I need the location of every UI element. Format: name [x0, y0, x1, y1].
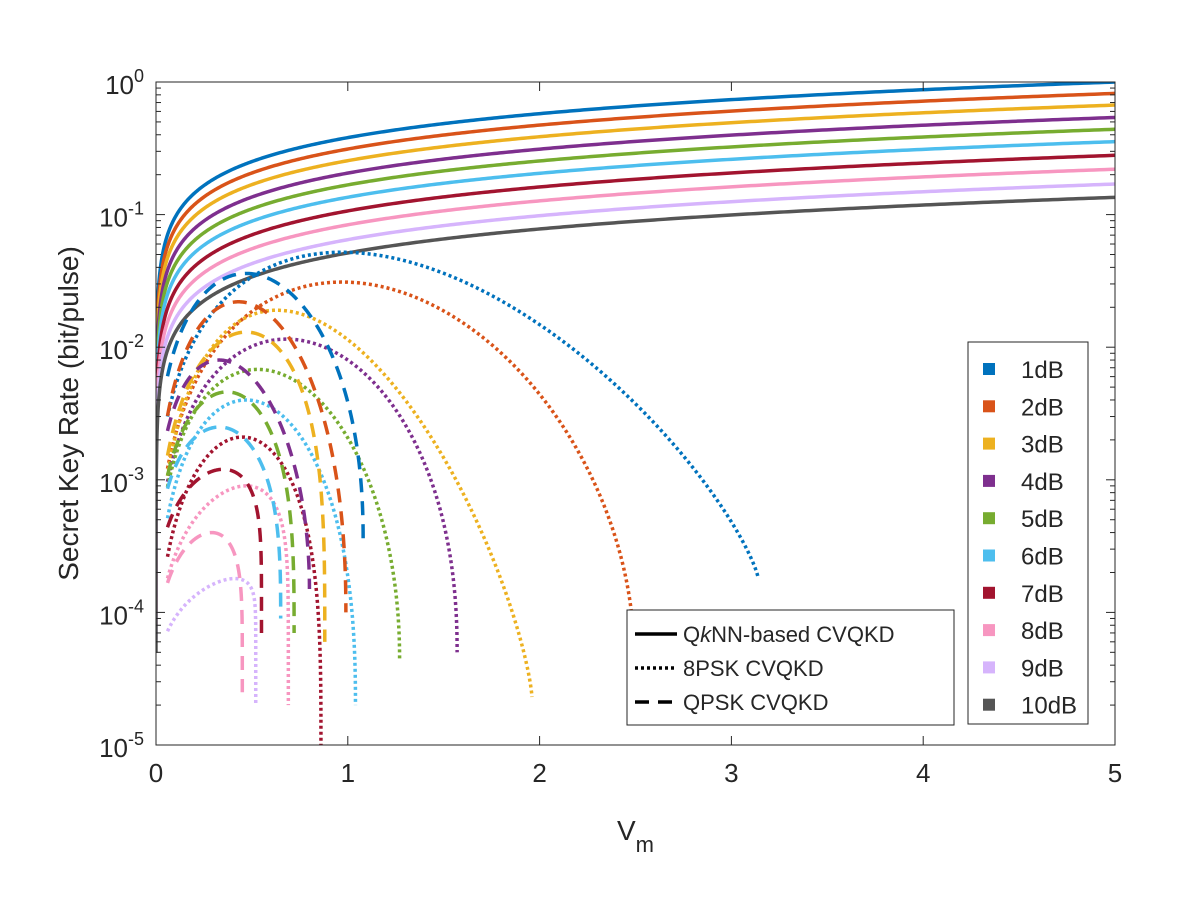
legend-swatch-3dB: [983, 437, 995, 450]
x-tick-label: 2: [532, 758, 546, 788]
x-axis-label: Vm: [617, 815, 654, 857]
qknn-curve-9dB: [156, 182, 1115, 640]
plot-frame: [155, 81, 1116, 746]
qpsk-curve-4dB: [165, 358, 312, 590]
qpsk-curve-2dB: [165, 300, 348, 613]
curves-layer: [156, 82, 1115, 745]
psk8-curve-5dB: [165, 367, 402, 659]
legend-label-9dB: 9dB: [1021, 655, 1064, 682]
legend-label-6dB: 6dB: [1021, 544, 1064, 571]
qpsk-curve-5dB: [165, 390, 296, 633]
legend-swatch-2dB: [983, 400, 995, 413]
x-tick-label: 1: [341, 758, 355, 788]
style-legend-box: [626, 609, 955, 726]
qpsk-curve-3dB: [165, 330, 327, 642]
legend-label-7dB: 7dB: [1021, 581, 1064, 608]
qknn-curve-10dB: [156, 195, 1115, 653]
legend-label-10dB: 10dB: [1021, 693, 1077, 720]
legend-label-2dB: 2dB: [1021, 394, 1064, 421]
qknn-curve-1dB: [156, 82, 1115, 538]
legend-label-8dB: 8dB: [1021, 618, 1064, 645]
qknn-curve-2dB: [156, 91, 1115, 549]
x-tick-label: 3: [724, 758, 738, 788]
psk8-curve-9dB: [165, 576, 258, 706]
qpsk-curve-6dB: [165, 425, 283, 619]
qknn-curve-7dB: [156, 153, 1115, 611]
qpsk-curve-7dB: [165, 467, 264, 633]
y-axis-label: Secret Key Rate (bit/pulse): [53, 246, 84, 581]
legend-label-1dB: 1dB: [1021, 357, 1064, 384]
qknn-curve-4dB: [156, 115, 1115, 573]
legend-label-3dB: 3dB: [1021, 432, 1064, 459]
legend-swatch-6dB: [983, 549, 995, 562]
y-tick-label: 100: [105, 66, 144, 100]
legend-swatch-5dB: [983, 512, 995, 525]
psk8-curve-1dB: [165, 250, 760, 579]
y-tick-label: 10-2: [99, 331, 144, 365]
x-tick-label: 4: [916, 758, 930, 788]
style-legend-label-dashed: QPSK CVQKD: [683, 690, 828, 715]
y-tick-label: 10-1: [99, 199, 144, 233]
qpsk-curve-8dB: [165, 530, 245, 693]
qknn-curve-3dB: [156, 103, 1115, 561]
qknn-curve-8dB: [156, 167, 1115, 625]
y-tick-label: 10-4: [99, 596, 144, 630]
legend-swatch-7dB: [983, 586, 995, 599]
style-legend-label-solid: QkNN-based CVQKD: [683, 622, 895, 647]
y-tick-label: 10-5: [99, 729, 144, 763]
psk8-curve-7dB: [165, 435, 323, 745]
qknn-curve-5dB: [156, 127, 1115, 585]
legend-swatch-1dB: [983, 363, 995, 375]
psk8-curve-4dB: [165, 337, 459, 653]
x-tick-label: 0: [149, 758, 163, 788]
qknn-curve-6dB: [156, 139, 1115, 598]
legend-swatch-10dB: [983, 698, 995, 711]
style-legend-label-dotted: 8PSK CVQKD: [683, 656, 824, 681]
x-tick-label: 5: [1108, 758, 1122, 788]
qpsk-curve-1dB: [165, 271, 365, 541]
legend-label-4dB: 4dB: [1021, 469, 1064, 496]
legend-swatch-9dB: [983, 661, 995, 674]
axes-layer: 0 1 2 3 4 5 10-5 10-4 10-3 10-2 10-1 100 Vm Secret Ke…: [53, 66, 1122, 857]
legend-swatch-8dB: [983, 624, 995, 637]
legend-swatch-4dB: [983, 474, 995, 487]
legend-label-5dB: 5dB: [1021, 506, 1064, 533]
legends-layer: 1dB 2dB 3dB 4dB 5dB 6dB 7dB 8dB 9dB 10dB QkNN-base…: [626, 341, 1089, 726]
y-tick-label: 10-3: [99, 464, 144, 498]
